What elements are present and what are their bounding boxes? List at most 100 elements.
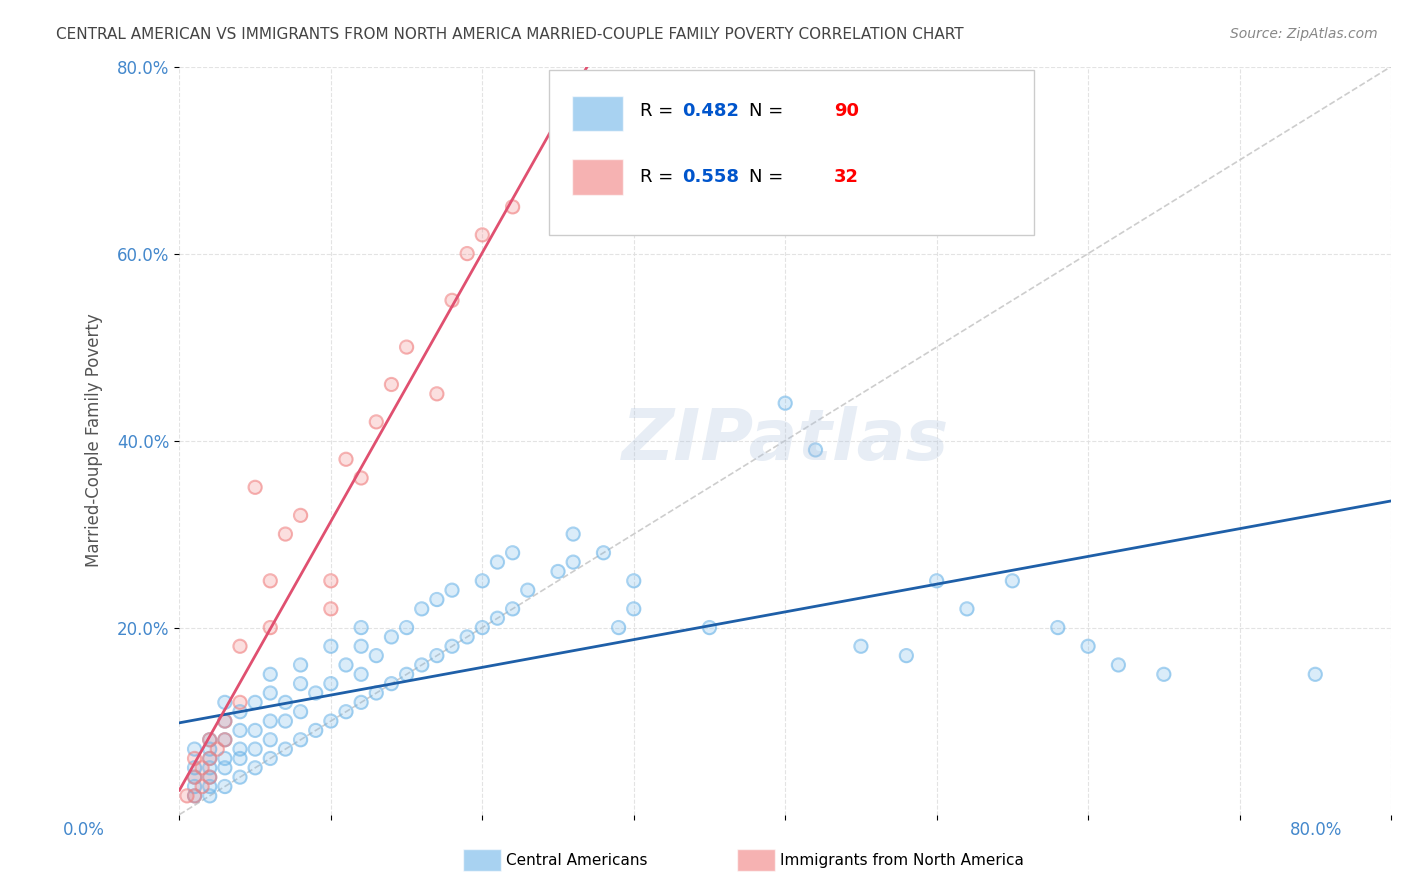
Text: ZIPatlas: ZIPatlas xyxy=(621,406,949,475)
Point xyxy=(335,452,357,467)
Text: 0.558: 0.558 xyxy=(682,168,740,186)
Point xyxy=(229,695,252,709)
Point xyxy=(925,574,948,588)
Point xyxy=(440,293,463,308)
Point xyxy=(198,770,221,784)
Point xyxy=(547,565,569,579)
Point xyxy=(183,770,205,784)
Point xyxy=(395,340,418,354)
Point xyxy=(305,723,328,738)
Point xyxy=(198,770,221,784)
Text: 0.0%: 0.0% xyxy=(63,821,105,838)
Point xyxy=(290,732,312,747)
Point xyxy=(471,621,494,635)
Point xyxy=(191,780,214,794)
Point xyxy=(191,761,214,775)
Point xyxy=(623,602,645,616)
Point xyxy=(229,723,252,738)
Point xyxy=(623,574,645,588)
Text: N =: N = xyxy=(749,168,789,186)
Point xyxy=(176,789,198,803)
Point xyxy=(426,592,449,607)
Point xyxy=(290,508,312,523)
Point xyxy=(198,751,221,765)
Point xyxy=(243,761,266,775)
Point xyxy=(274,714,297,728)
Point xyxy=(290,676,312,690)
Point xyxy=(259,751,281,765)
Point xyxy=(896,648,918,663)
Point xyxy=(1046,621,1069,635)
Text: 80.0%: 80.0% xyxy=(1291,821,1343,838)
Point xyxy=(183,761,205,775)
Point xyxy=(176,789,198,803)
Point xyxy=(411,657,433,672)
Point xyxy=(804,442,827,457)
Point xyxy=(411,602,433,616)
Point xyxy=(274,742,297,756)
Point xyxy=(214,751,236,765)
Point xyxy=(198,751,221,765)
Point xyxy=(411,657,433,672)
Point xyxy=(198,780,221,794)
Point xyxy=(426,648,449,663)
Point xyxy=(456,246,478,260)
Point xyxy=(243,742,266,756)
Point xyxy=(486,611,509,625)
Point xyxy=(956,602,979,616)
Point xyxy=(335,705,357,719)
Point xyxy=(395,667,418,681)
Point xyxy=(502,200,524,214)
Point xyxy=(191,761,214,775)
Point xyxy=(562,555,585,569)
Point xyxy=(1303,667,1326,681)
Point xyxy=(229,705,252,719)
Point xyxy=(1077,640,1099,654)
Text: 32: 32 xyxy=(834,168,859,186)
Point xyxy=(699,621,721,635)
Point xyxy=(214,732,236,747)
Point xyxy=(562,555,585,569)
Point xyxy=(366,648,388,663)
Point xyxy=(350,621,373,635)
Point xyxy=(623,602,645,616)
Point xyxy=(183,780,205,794)
Point xyxy=(229,695,252,709)
Point xyxy=(274,527,297,541)
Point xyxy=(607,621,630,635)
Point xyxy=(274,742,297,756)
Point xyxy=(456,630,478,644)
Text: CENTRAL AMERICAN VS IMMIGRANTS FROM NORTH AMERICA MARRIED-COUPLE FAMILY POVERTY : CENTRAL AMERICAN VS IMMIGRANTS FROM NORT… xyxy=(56,27,965,42)
Point xyxy=(214,714,236,728)
Point xyxy=(502,546,524,560)
Point xyxy=(350,667,373,681)
Point xyxy=(274,695,297,709)
Point xyxy=(1107,657,1129,672)
Point xyxy=(516,583,538,598)
Point xyxy=(380,676,402,690)
Point xyxy=(274,714,297,728)
Point xyxy=(198,770,221,784)
Point xyxy=(183,770,205,784)
Point xyxy=(259,621,281,635)
Point xyxy=(592,546,614,560)
Point xyxy=(214,695,236,709)
Point xyxy=(183,770,205,784)
Point xyxy=(592,546,614,560)
Point xyxy=(319,574,342,588)
Point xyxy=(214,732,236,747)
Point xyxy=(380,630,402,644)
Point xyxy=(183,789,205,803)
Point xyxy=(1107,657,1129,672)
Point xyxy=(214,732,236,747)
Point xyxy=(350,621,373,635)
Point xyxy=(198,732,221,747)
Point xyxy=(259,667,281,681)
Point xyxy=(214,780,236,794)
Point xyxy=(229,751,252,765)
Point xyxy=(229,742,252,756)
Point xyxy=(1153,667,1175,681)
Point xyxy=(319,602,342,616)
Point xyxy=(183,751,205,765)
Point xyxy=(319,714,342,728)
